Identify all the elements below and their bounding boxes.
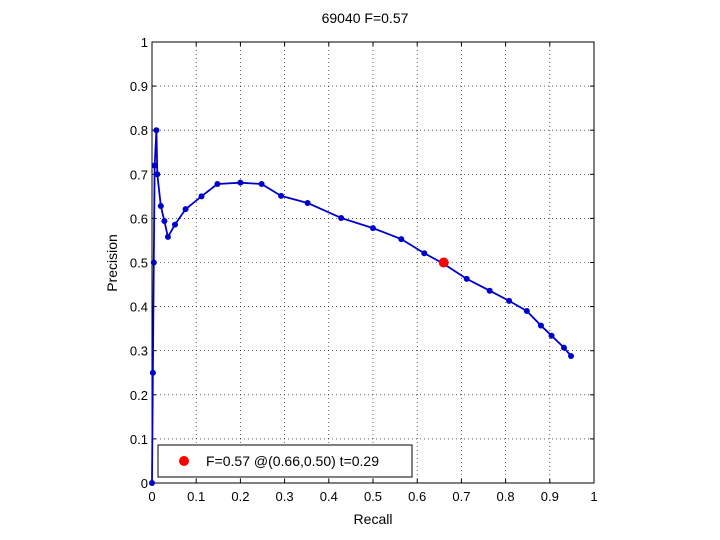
y-tick-label-5: 0.5 bbox=[130, 256, 148, 271]
x-tick-label-6: 0.6 bbox=[408, 489, 426, 504]
y-tick-label-2: 0.2 bbox=[130, 388, 148, 403]
data-point-0 bbox=[149, 480, 155, 486]
y-tick-label-3: 0.3 bbox=[130, 344, 148, 359]
y-tick-label-8: 0.8 bbox=[130, 123, 148, 138]
data-point-2 bbox=[150, 259, 157, 266]
data-point-11 bbox=[198, 193, 205, 200]
data-point-28 bbox=[560, 344, 567, 351]
legend-text: F=0.57 @(0.66,0.50) t=0.29 bbox=[206, 453, 379, 469]
data-point-22 bbox=[463, 275, 470, 282]
data-point-1 bbox=[149, 369, 156, 376]
data-point-27 bbox=[548, 332, 555, 339]
data-point-26 bbox=[537, 322, 544, 329]
legend-marker bbox=[179, 456, 189, 466]
data-point-6 bbox=[157, 203, 164, 210]
data-point-14 bbox=[258, 181, 265, 188]
y-tick-label-6: 0.6 bbox=[130, 211, 148, 226]
data-point-9 bbox=[171, 221, 178, 228]
data-point-18 bbox=[370, 225, 376, 232]
data-point-10 bbox=[182, 206, 189, 213]
x-tick-label-5: 0.5 bbox=[364, 489, 382, 504]
x-tick-label-9: 0.9 bbox=[541, 489, 559, 504]
y-tick-label-10: 1 bbox=[141, 35, 148, 50]
y-tick-label-9: 0.9 bbox=[130, 79, 148, 94]
x-tick-label-7: 0.7 bbox=[452, 489, 470, 504]
x-tick-label-8: 0.8 bbox=[497, 489, 515, 504]
data-point-19 bbox=[398, 236, 405, 243]
data-point-23 bbox=[486, 287, 493, 294]
data-point-20 bbox=[421, 250, 428, 257]
best-f-point bbox=[438, 257, 449, 268]
data-point-16 bbox=[304, 199, 311, 206]
data-point-25 bbox=[523, 308, 530, 315]
x-tick-label-4: 0.4 bbox=[320, 489, 338, 504]
legend: F=0.57 @(0.66,0.50) t=0.29 bbox=[157, 444, 413, 478]
x-ticks: 0 0.1 0.2 0.3 0.4 0.5 0.6 0.7 0.8 0.9 1 bbox=[148, 42, 598, 504]
y-tick-label-0: 0 bbox=[141, 476, 148, 491]
data-point-8 bbox=[164, 233, 171, 240]
data-point-12 bbox=[214, 181, 221, 188]
data-point-3 bbox=[151, 162, 158, 169]
y-tick-label-1: 0.1 bbox=[130, 432, 148, 447]
data-point-7 bbox=[161, 218, 168, 225]
data-point-13 bbox=[237, 179, 244, 186]
x-tick-label-3: 0.3 bbox=[276, 489, 294, 504]
y-ticks: 0 0.1 0.2 0.3 0.4 0.5 0.6 0.7 0.8 0.9 1 bbox=[130, 35, 594, 491]
data-point-24 bbox=[506, 297, 513, 304]
y-tick-label-7: 0.7 bbox=[130, 167, 148, 182]
data-point-5 bbox=[154, 171, 161, 178]
x-axis-label: Recall bbox=[354, 511, 393, 527]
legend-box bbox=[157, 444, 413, 478]
x-tick-label-1: 0.1 bbox=[187, 489, 205, 504]
x-tick-label-10: 1 bbox=[590, 489, 597, 504]
series-layer bbox=[149, 127, 575, 486]
data-point-15 bbox=[278, 192, 285, 199]
data-point-4 bbox=[153, 127, 160, 134]
x-tick-label-0: 0 bbox=[148, 489, 155, 504]
chart-title: 69040 F=0.57 bbox=[322, 10, 409, 26]
y-axis-label: Precision bbox=[104, 234, 120, 292]
x-tick-label-2: 0.2 bbox=[231, 489, 249, 504]
data-point-17 bbox=[338, 214, 345, 221]
y-tick-label-4: 0.4 bbox=[130, 300, 148, 315]
data-point-29 bbox=[568, 352, 575, 359]
